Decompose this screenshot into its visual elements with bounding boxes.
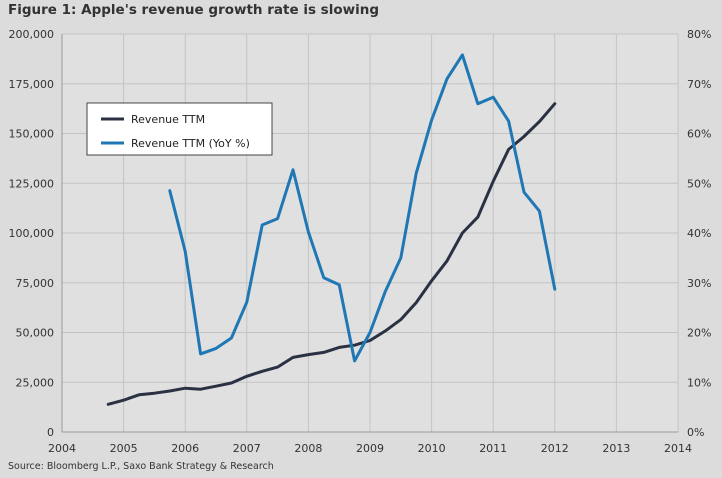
right-tick-label: 40% [687,227,711,240]
x-tick-label: 2008 [294,442,322,455]
right-tick-label: 20% [687,327,711,340]
left-tick-label: 125,000 [9,177,55,190]
x-tick-label: 2004 [48,442,76,455]
series-line-revenue-ttm [106,102,557,406]
right-axis-ticks: 0% 10% 20% 30% 40% 50% 60% 70% 80% [687,28,711,439]
series-lines [106,53,557,406]
x-tick-label: 2009 [356,442,384,455]
right-tick-label: 30% [687,277,711,290]
x-tick-label: 2006 [171,442,199,455]
left-tick-label: 150,000 [9,128,55,141]
right-tick-label: 0% [687,426,704,439]
right-tick-label: 70% [687,78,711,91]
series-line-revenue-yoy [168,53,557,363]
left-tick-label: 0 [47,426,54,439]
right-tick-label: 10% [687,376,711,389]
legend-box [86,102,273,156]
left-tick-label: 25,000 [16,376,55,389]
x-tick-label: 2014 [664,442,692,455]
x-axis-ticks: 2004 2005 2006 2007 2008 2009 2010 2011 2012 2013… [48,442,692,455]
x-tick-label: 2007 [233,442,261,455]
right-tick-label: 60% [687,128,711,141]
right-tick-label: 50% [687,177,711,190]
legend-label-revenue: Revenue TTM [131,113,205,126]
x-tick-label: 2011 [479,442,507,455]
left-tick-label: 200,000 [9,28,55,41]
left-tick-label: 100,000 [9,227,55,240]
left-tick-label: 75,000 [16,277,55,290]
legend-label-yoy: Revenue TTM (YoY %) [131,137,250,150]
source-note: Source: Bloomberg L.P., Saxo Bank Strate… [8,461,274,472]
x-tick-label: 2005 [110,442,138,455]
x-tick-label: 2013 [602,442,630,455]
left-axis-ticks: 0 25,000 50,000 75,000 100,000 125,000 150,000… [9,28,55,439]
right-tick-label: 80% [687,28,711,41]
x-tick-label: 2010 [418,442,446,455]
left-tick-label: 175,000 [9,78,55,91]
x-tick-label: 2012 [541,442,569,455]
left-tick-label: 50,000 [16,327,55,340]
legend: Revenue TTM Revenue TTM (YoY %) [86,102,273,156]
chart-title: Figure 1: Apple's revenue growth rate is… [8,2,379,18]
